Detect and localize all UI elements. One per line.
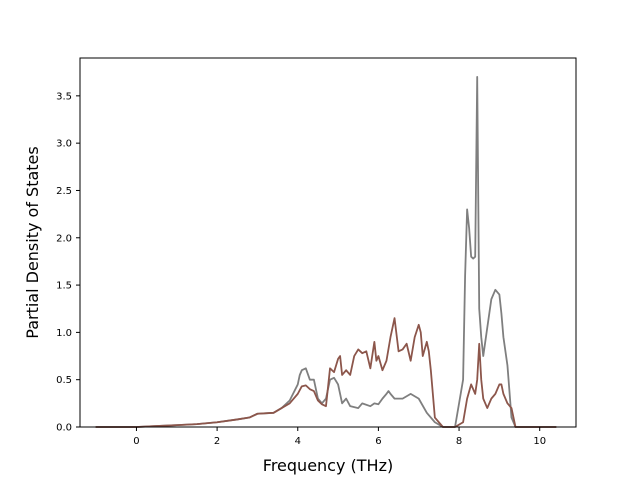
x-axis-title: Frequency (THz) bbox=[263, 456, 393, 475]
y-tick-label: 2.5 bbox=[56, 186, 72, 197]
x-tick-label: 6 bbox=[375, 436, 381, 447]
x-tick-label: 0 bbox=[133, 436, 139, 447]
x-tick-label: 2 bbox=[214, 436, 220, 447]
x-tick-label: 4 bbox=[295, 436, 301, 447]
x-tick-label: 8 bbox=[456, 436, 462, 447]
y-tick-label: 0.5 bbox=[56, 375, 72, 386]
y-tick-label: 3.5 bbox=[56, 91, 72, 102]
x-tick-label: 10 bbox=[533, 436, 546, 447]
y-tick-label: 1.5 bbox=[56, 281, 72, 292]
series-line-2 bbox=[95, 76, 557, 428]
y-tick-label: 0.0 bbox=[56, 423, 72, 434]
plot-area bbox=[80, 58, 576, 427]
x-axis-ticks: 0 2 4 6 8 10 bbox=[133, 427, 546, 447]
plot-frame bbox=[79, 57, 577, 428]
y-axis-ticks: 0.0 0.5 1.0 1.5 2.0 2.5 3.0 3.5 bbox=[56, 91, 80, 434]
y-tick-label: 3.0 bbox=[56, 139, 72, 150]
y-tick-label: 2.0 bbox=[56, 233, 72, 244]
series-line-1 bbox=[95, 317, 557, 428]
y-axis-title: Partial Density of States bbox=[23, 146, 42, 338]
series-layer bbox=[95, 76, 557, 428]
y-tick-label: 1.0 bbox=[56, 328, 72, 339]
